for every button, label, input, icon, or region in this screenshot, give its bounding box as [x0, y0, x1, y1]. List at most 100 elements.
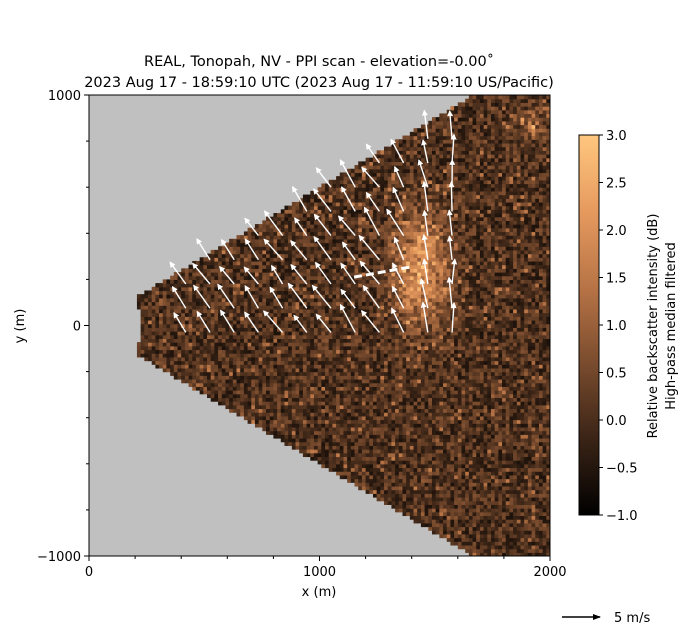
- heatmap-cell: [284, 260, 289, 266]
- heatmap-cell: [409, 456, 415, 461]
- heatmap-cell: [391, 415, 396, 421]
- heatmap-cell: [384, 349, 389, 354]
- heatmap-cell: [207, 338, 212, 343]
- heatmap-cell: [302, 364, 308, 369]
- heatmap-cell: [409, 154, 415, 159]
- heatmap-cell: [188, 371, 193, 376]
- heatmap-cell: [284, 415, 289, 421]
- heatmap-cell: [214, 334, 219, 340]
- heatmap-cell: [280, 397, 286, 402]
- heatmap-cell: [372, 323, 378, 328]
- heatmap-cell: [192, 301, 197, 306]
- heatmap-cell: [254, 397, 260, 402]
- heatmap-cell: [295, 393, 300, 399]
- heatmap-cell: [420, 198, 426, 203]
- heatmap-cell: [380, 382, 385, 387]
- heatmap-cell: [195, 338, 201, 343]
- heatmap-cell: [148, 338, 153, 343]
- heatmap-cell: [148, 297, 153, 303]
- heatmap-cell: [350, 283, 356, 288]
- heatmap-cell: [332, 201, 337, 207]
- heatmap-cell: [369, 220, 374, 225]
- heatmap-cell: [398, 371, 404, 376]
- heatmap-cell: [280, 242, 286, 247]
- heatmap-cell: [269, 283, 274, 288]
- heatmap-cell: [262, 253, 267, 258]
- heatmap-cell: [269, 312, 274, 317]
- heatmap-cell: [254, 301, 260, 306]
- heatmap-cell: [184, 367, 190, 373]
- heatmap-cell: [144, 323, 149, 328]
- heatmap-cell: [376, 161, 381, 166]
- heatmap-cell: [402, 231, 407, 236]
- heatmap-cell: [199, 331, 204, 336]
- heatmap-cell: [162, 290, 168, 295]
- heatmap-cell: [336, 467, 341, 472]
- heatmap-cell: [328, 408, 334, 413]
- heatmap-cell: [398, 257, 404, 262]
- heatmap-cell: [240, 246, 245, 251]
- heatmap-cell: [313, 349, 319, 354]
- heatmap-cell: [277, 390, 282, 395]
- heatmap-cell: [162, 283, 168, 288]
- heatmap-cell: [291, 334, 297, 340]
- heatmap-cell: [354, 235, 359, 240]
- heatmap-cell: [280, 224, 286, 229]
- heatmap-cell: [409, 283, 415, 288]
- heatmap-cell: [306, 301, 311, 306]
- heatmap-cell: [140, 305, 145, 310]
- heatmap-cell: [317, 408, 322, 413]
- heatmap-cell: [184, 323, 190, 328]
- heatmap-cell: [376, 430, 381, 435]
- heatmap-cell: [288, 415, 293, 421]
- heatmap-cell: [376, 168, 381, 174]
- heatmap-cell: [155, 353, 160, 358]
- heatmap-cell: [413, 519, 418, 524]
- heatmap-cell: [336, 231, 341, 236]
- heatmap-cell: [284, 279, 289, 284]
- heatmap-cell: [417, 485, 422, 491]
- heatmap-cell: [358, 216, 363, 221]
- heatmap-cell: [372, 157, 378, 162]
- heatmap-cell: [269, 238, 274, 244]
- heatmap-cell: [420, 268, 426, 273]
- heatmap-cell: [306, 268, 311, 273]
- heatmap-cell: [184, 283, 190, 288]
- heatmap-cell: [391, 449, 396, 454]
- heatmap-cell: [192, 331, 197, 336]
- heatmap-cell: [269, 331, 274, 336]
- heatmap-cell: [406, 260, 411, 266]
- heatmap-cell: [387, 456, 393, 461]
- heatmap-cell: [269, 216, 274, 221]
- heatmap-cell: [417, 179, 422, 185]
- heatmap-cell: [376, 242, 381, 247]
- heatmap-cell: [277, 224, 282, 229]
- heatmap-cell: [240, 353, 245, 358]
- heatmap-cell: [266, 246, 271, 251]
- heatmap-cell: [350, 286, 356, 292]
- heatmap-cell: [295, 401, 300, 406]
- heatmap-cell: [347, 449, 352, 454]
- heatmap-cell: [336, 294, 341, 299]
- heatmap-cell: [280, 283, 286, 288]
- heatmap-cell: [332, 364, 337, 369]
- heatmap-cell: [210, 323, 215, 328]
- heatmap-cell: [284, 297, 289, 303]
- heatmap-cell: [299, 316, 304, 321]
- heatmap-cell: [343, 397, 348, 402]
- heatmap-cell: [380, 290, 385, 295]
- heatmap-cell: [384, 286, 389, 292]
- heatmap-cell: [214, 294, 219, 299]
- heatmap-cell: [192, 367, 197, 373]
- heatmap-cell: [409, 353, 415, 358]
- heatmap-cell: [148, 349, 153, 354]
- heatmap-cell: [391, 213, 396, 218]
- heatmap-cell: [258, 249, 263, 255]
- heatmap-cell: [328, 272, 334, 277]
- heatmap-cell: [332, 297, 337, 303]
- heatmap-cell: [417, 449, 422, 454]
- heatmap-cell: [229, 275, 234, 280]
- heatmap-cell: [310, 242, 315, 247]
- heatmap-cell: [354, 294, 359, 299]
- heatmap-cell: [413, 231, 418, 236]
